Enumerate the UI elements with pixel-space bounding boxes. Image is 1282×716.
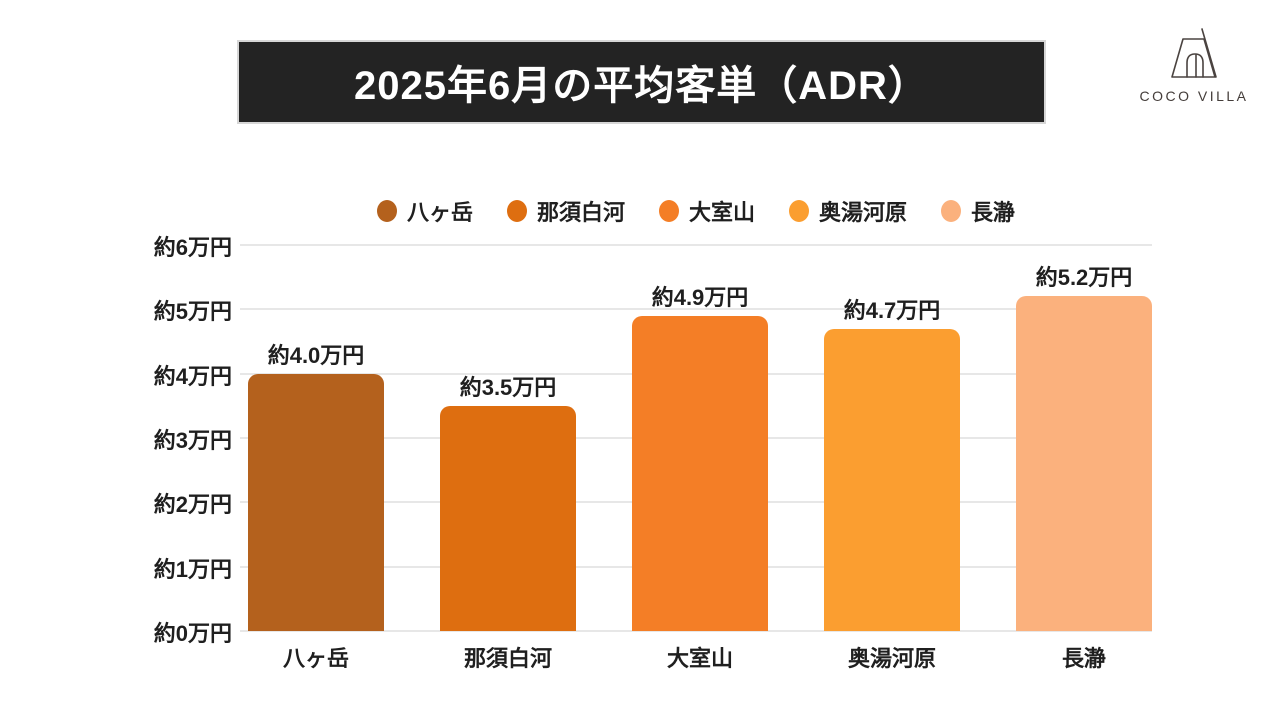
x-axis: 八ヶ岳 那須白河 大室山 奥湯河原 長瀞 — [240, 641, 1152, 673]
y-tick-label: 約1万円 — [153, 556, 232, 582]
y-tick-label: 約2万円 — [153, 492, 232, 518]
bar-value-label: 約4.0万円 — [267, 342, 365, 368]
legend-item: 八ヶ岳 — [376, 195, 473, 227]
brand-logo: COCO VILLA — [1124, 26, 1264, 104]
legend-dot-icon — [789, 200, 809, 222]
gridline — [240, 244, 1152, 246]
legend-item: 大室山 — [658, 195, 755, 227]
bar-長瀞 — [1016, 296, 1152, 631]
x-tick-label: 長瀞 — [1061, 646, 1106, 671]
x-tick-label: 那須白河 — [463, 646, 552, 671]
y-tick-label: 約4万円 — [153, 363, 232, 389]
x-tick-label: 奥湯河原 — [847, 646, 936, 671]
gridline — [240, 630, 1152, 632]
y-tick-label: 約0万円 — [153, 621, 232, 646]
chart-legend: 八ヶ岳 那須白河 大室山 奥湯河原 長瀞 — [240, 196, 1152, 226]
gridline — [240, 308, 1152, 311]
bar-奥湯河原 — [824, 328, 960, 631]
legend-item-label: 大室山 — [688, 200, 755, 225]
legend-item-label: 長瀞 — [971, 200, 1016, 225]
title-banner: 2025年6月の平均客単（ADR） — [237, 40, 1046, 124]
bar-value-label: 約3.5万円 — [459, 374, 557, 400]
bar-大室山 — [632, 315, 768, 631]
bar-value-label: 約4.9万円 — [651, 284, 749, 310]
bar-value-label: 約4.7万円 — [843, 297, 941, 323]
tent-villa-icon — [1171, 28, 1217, 78]
legend-dot-icon — [658, 200, 679, 222]
bar-那須白河 — [440, 405, 576, 631]
legend-dot-icon — [506, 200, 527, 222]
legend-item-label: 八ヶ岳 — [406, 200, 473, 225]
legend-item-label: 奥湯河原 — [819, 200, 908, 225]
x-tick-label: 八ヶ岳 — [282, 646, 349, 671]
bar-八ヶ岳 — [248, 373, 384, 631]
legend-dot-icon — [376, 200, 397, 222]
y-tick-label: 約3万円 — [153, 428, 232, 453]
legend-item-label: 那須白河 — [536, 200, 625, 225]
y-tick-label: 約5万円 — [153, 299, 232, 325]
brand-name: COCO VILLA — [1139, 88, 1249, 104]
y-tick-label: 約6万円 — [153, 235, 232, 260]
legend-item: 那須白河 — [506, 195, 625, 227]
bar-value-label: 約5.2万円 — [1035, 265, 1133, 291]
page-title: 2025年6月の平均客単（ADR） — [354, 64, 929, 108]
plot-area: 約4.0万円約3.5万円 約4.9万円約4.7万円 約5.2万円 — [240, 244, 1152, 632]
legend-item: 奥湯河原 — [789, 195, 907, 227]
x-tick-label: 大室山 — [666, 646, 733, 671]
legend-dot-icon — [941, 200, 962, 222]
legend-item: 長瀞 — [941, 195, 1015, 227]
y-axis: 約0万円 約1万円 約2万円 約3万円 約4万円 約5万円 約6万円 — [140, 235, 232, 646]
